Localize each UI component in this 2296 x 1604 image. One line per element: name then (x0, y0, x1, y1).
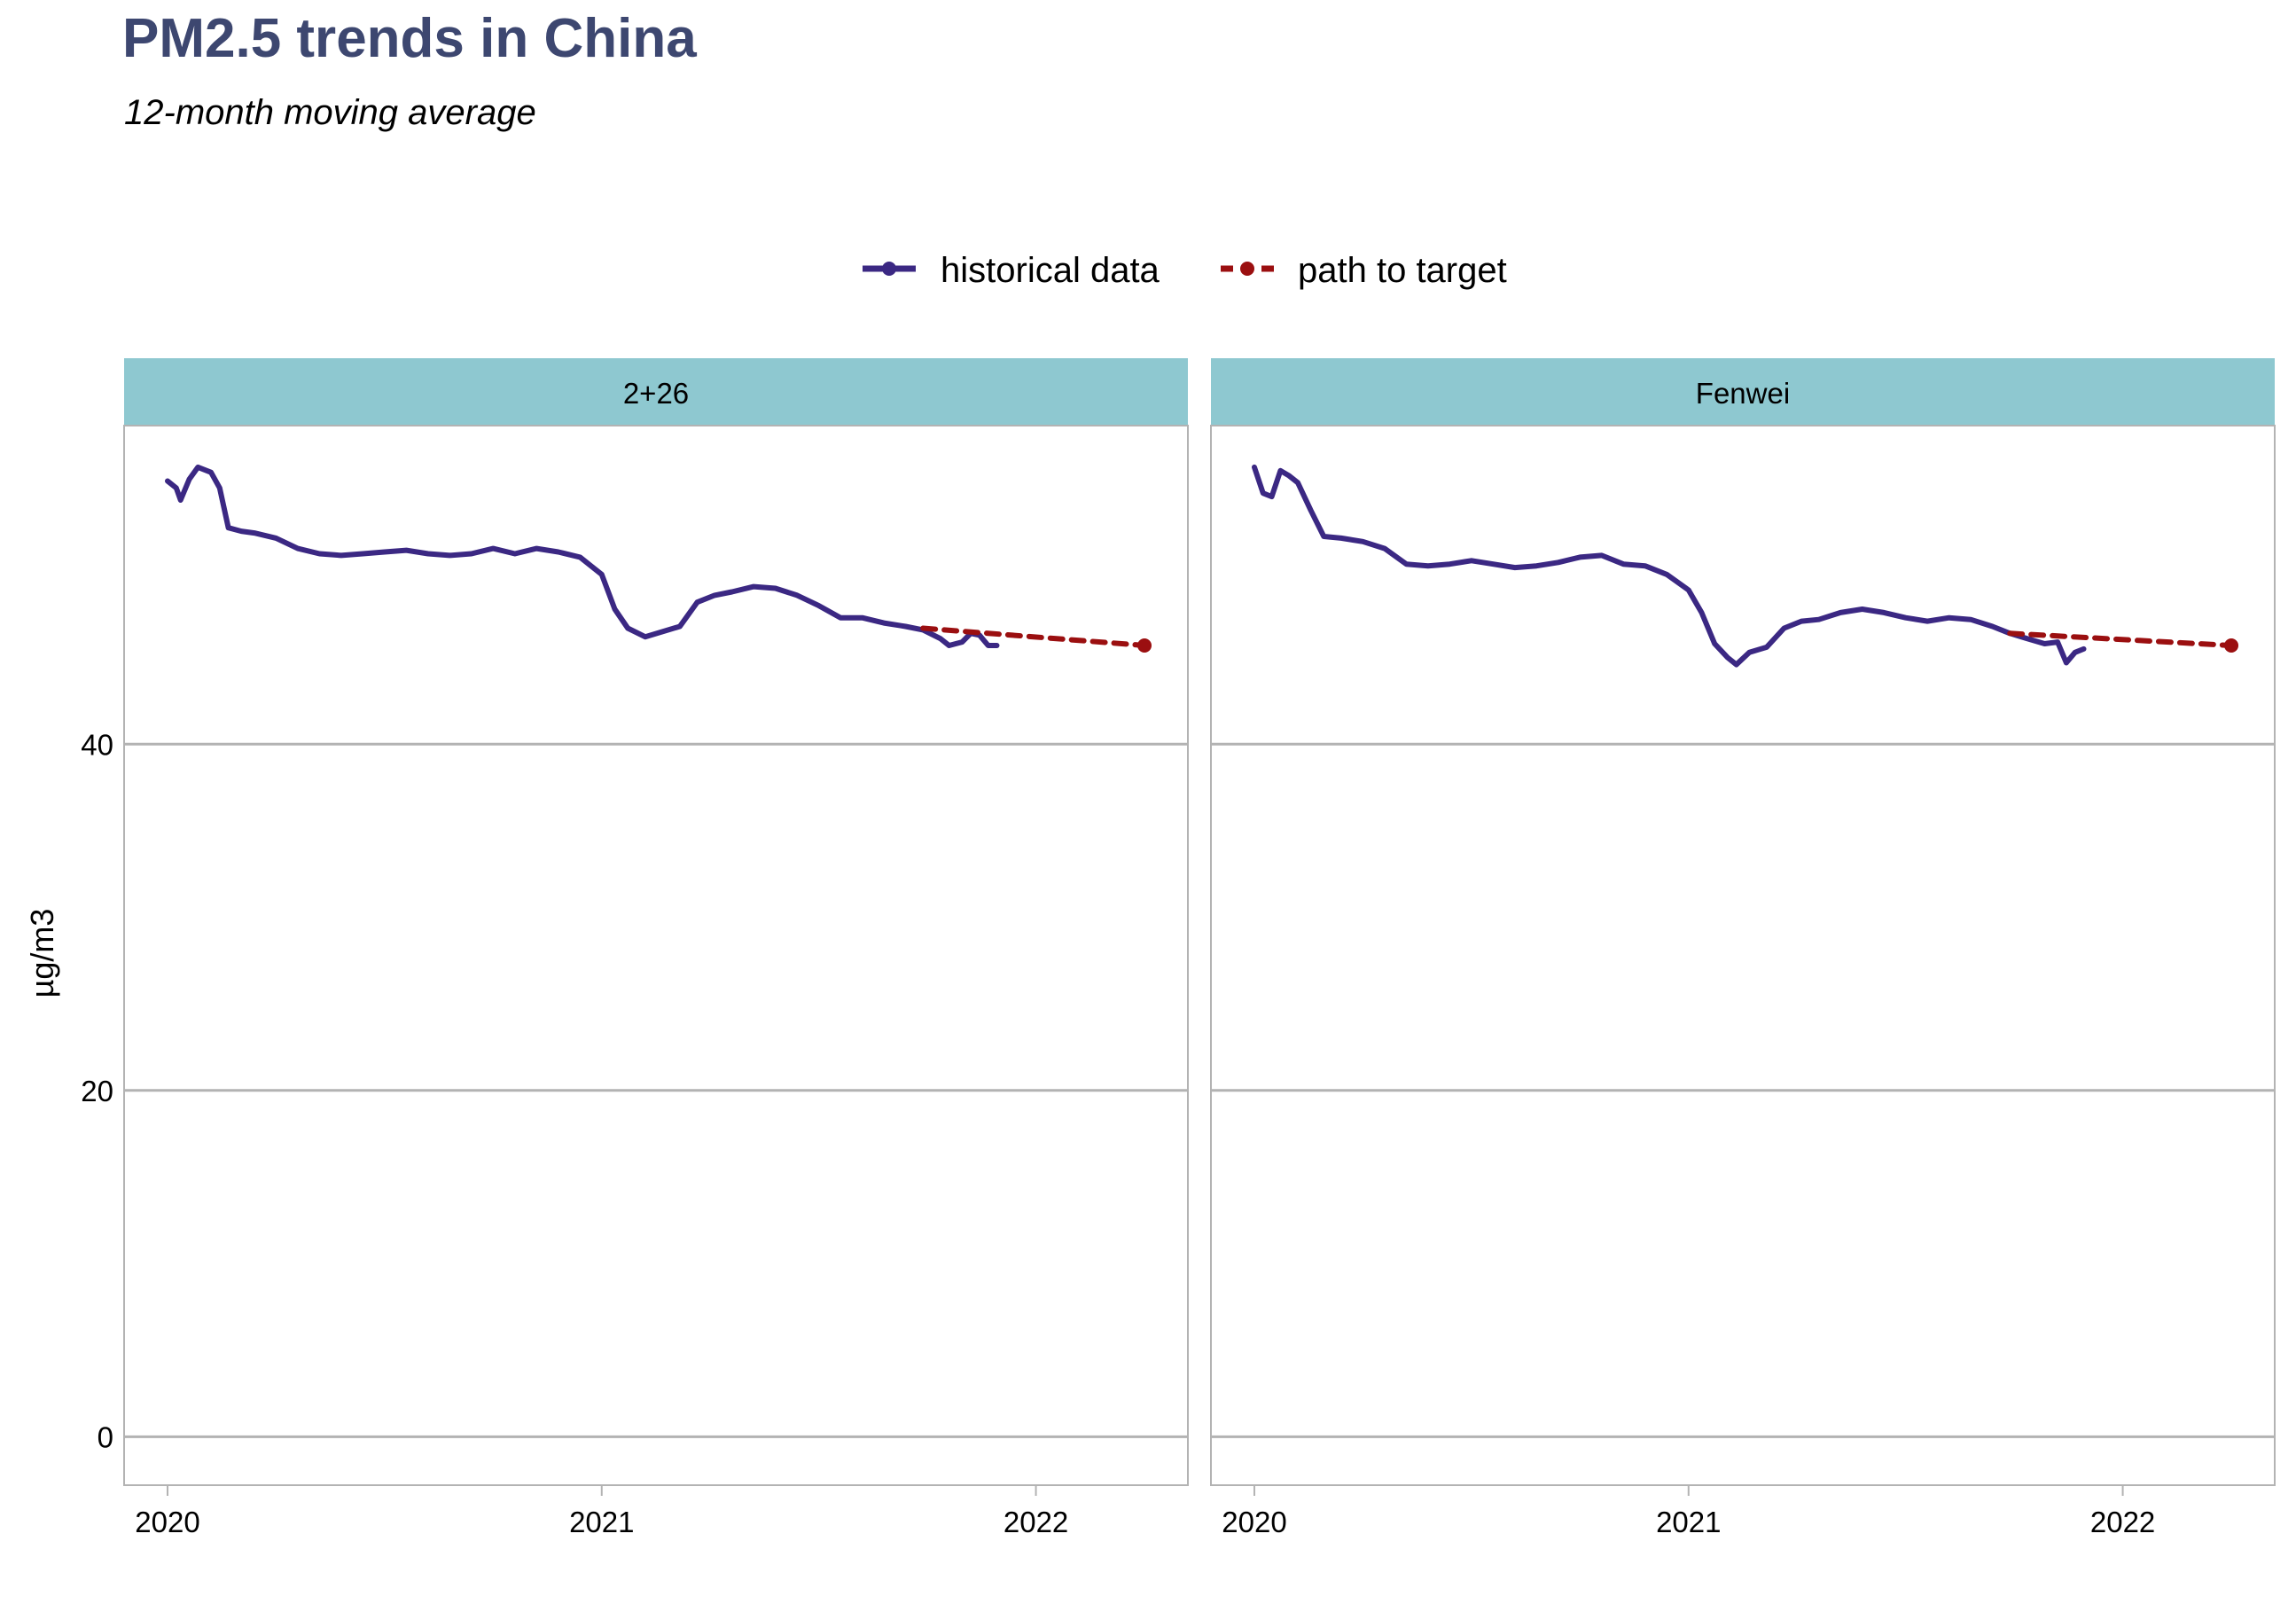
x-tick-label-2021: 2021 (1656, 1506, 1721, 1538)
panel-border (1210, 425, 2276, 1486)
chart-title: PM2.5 trends in China (122, 8, 697, 69)
facet-panel-fenwei: Fenwei 2020 2021 2022 (1210, 358, 2276, 1538)
facet-strip-2-26 (124, 358, 1188, 426)
y-axis-title: µg/m3 (24, 909, 60, 998)
x-axis-ticks: 2020 2021 2022 (1222, 1485, 2155, 1538)
series-path-to-target (920, 625, 1147, 648)
legend-label-target: path to target (1298, 251, 1507, 290)
x-tick-label-2020: 2020 (1222, 1506, 1286, 1538)
series-path-to-target (2007, 630, 2234, 648)
panel-marks (165, 464, 1152, 653)
target-endpoint-marker (2224, 638, 2239, 653)
series-historical-data (165, 464, 1000, 648)
y-axis-ticks: 0 20 40 (81, 728, 113, 1453)
x-tick-label-2020: 2020 (135, 1506, 199, 1538)
target-endpoint-marker (1137, 638, 1152, 653)
facet-strip-label-2-26: 2+26 (623, 377, 689, 410)
panel-marks (1252, 464, 2239, 668)
chart-subtitle: 12-month moving average (124, 93, 536, 132)
legend-dot-target (1240, 262, 1254, 276)
panel-border (123, 425, 1189, 1486)
panel-grid (1211, 742, 2275, 1438)
x-tick-label-2022: 2022 (1004, 1506, 1068, 1538)
panel-grid (124, 742, 1188, 1438)
facet-strip-label-fenwei: Fenwei (1696, 377, 1790, 410)
legend-label-historical: historical data (941, 251, 1160, 290)
y-tick-label-40: 40 (81, 728, 113, 761)
x-tick-label-2022: 2022 (2090, 1506, 2155, 1538)
legend: historical data path to target (863, 251, 1507, 290)
facet-panel-2-26: 2+26 2020 2021 2022 (123, 358, 1189, 1538)
y-tick-label-20: 20 (81, 1075, 113, 1107)
y-tick-label-0: 0 (98, 1420, 113, 1453)
legend-dot-historical (882, 262, 896, 276)
x-tick-label-2021: 2021 (569, 1506, 634, 1538)
x-axis-ticks: 2020 2021 2022 (135, 1485, 1068, 1538)
series-historical-data (1252, 464, 2087, 668)
facet-strip-fenwei (1211, 358, 2275, 426)
